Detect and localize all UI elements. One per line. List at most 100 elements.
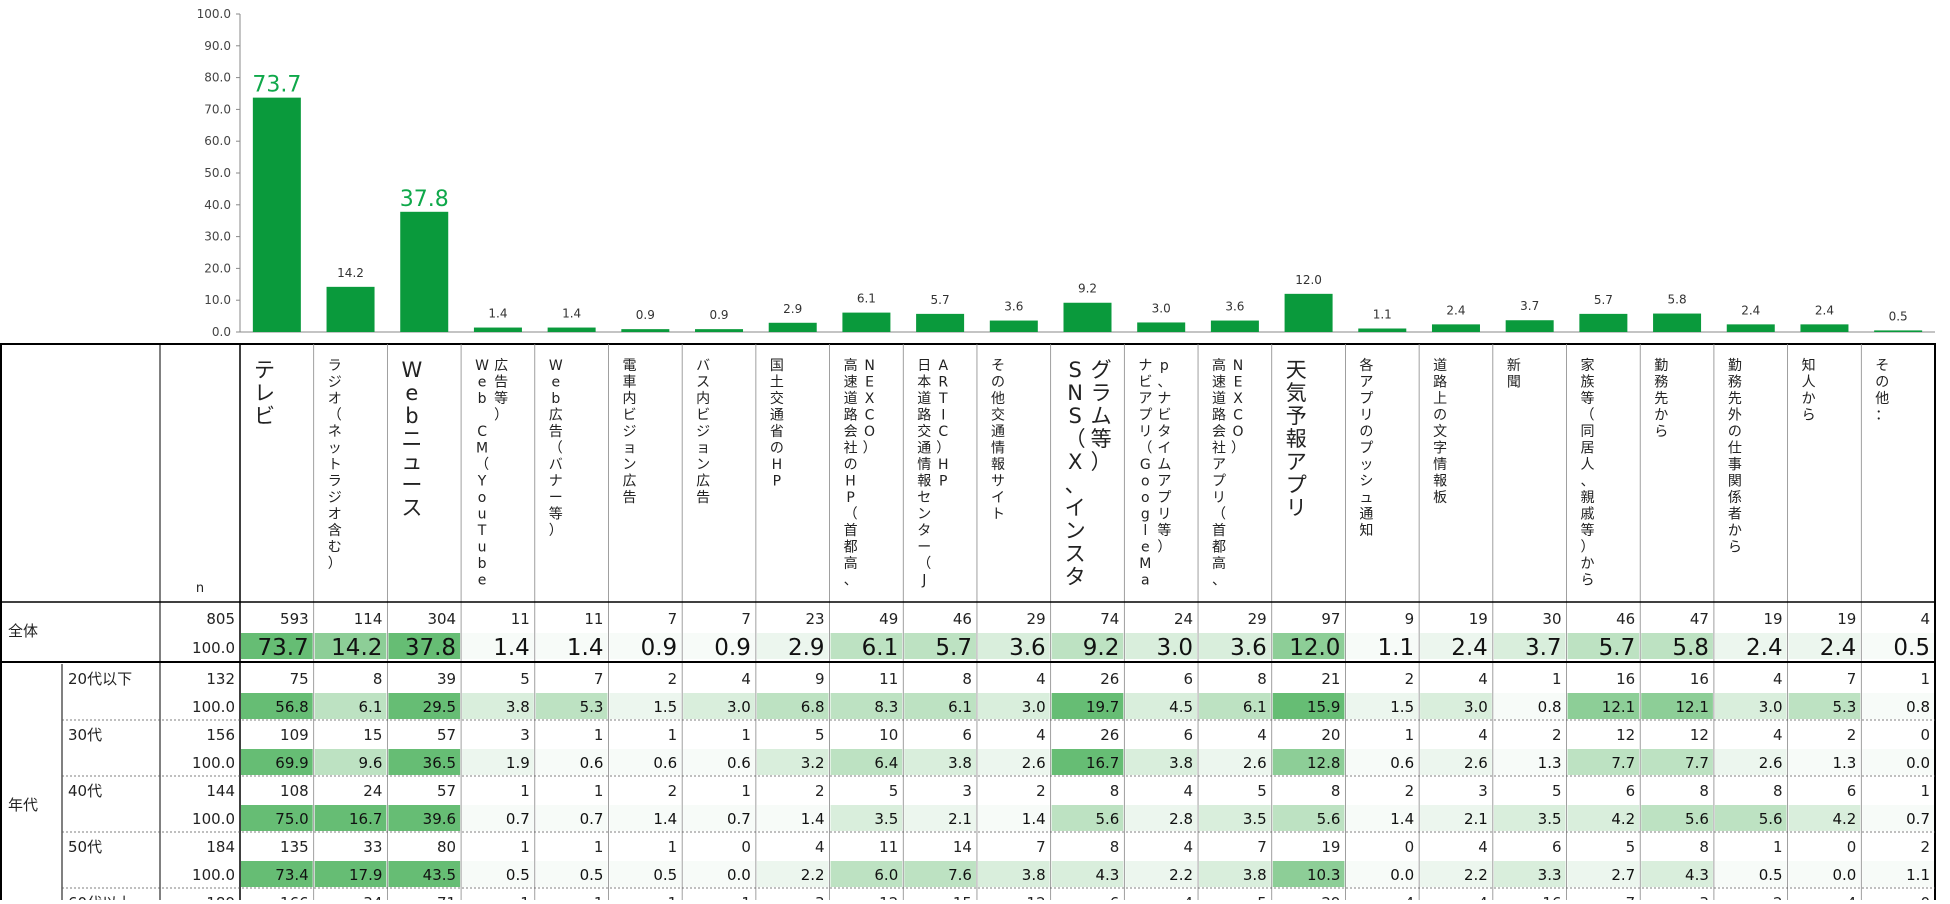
pct-cell: 0.5 — [506, 866, 530, 884]
heat-cell — [756, 805, 829, 831]
pct-base: 100.0 — [192, 639, 235, 657]
heat-cell — [241, 805, 313, 831]
count-cell: 108 — [280, 782, 309, 800]
count-cell: 4 — [1920, 610, 1930, 628]
column-header-label: 天気予報アプリ — [1286, 358, 1307, 520]
count-cell: 24 — [1174, 610, 1193, 628]
heat-cell — [1714, 805, 1787, 831]
count-cell: 3 — [520, 726, 530, 744]
heat-cell — [1199, 805, 1271, 831]
bar — [916, 313, 965, 332]
heat-cell — [1272, 749, 1345, 775]
count-cell: 6 — [1183, 670, 1193, 688]
heat-cell — [1567, 693, 1640, 719]
count-cell: 20 — [1321, 726, 1340, 744]
heat-cell — [609, 805, 682, 831]
y-tick-label: 90.0 — [204, 39, 231, 53]
heat-cell — [1862, 693, 1934, 719]
heat-cell — [756, 693, 829, 719]
count-cell: 80 — [437, 838, 456, 856]
pct-cell: 14.2 — [331, 635, 382, 661]
pct-cell: 2.6 — [1243, 754, 1267, 772]
heat-cell — [1346, 693, 1419, 719]
count-cell: 4 — [1036, 726, 1046, 744]
bar — [989, 320, 1038, 332]
pct-cell: 0.8 — [1906, 698, 1930, 716]
pct-cell: 37.8 — [405, 635, 456, 661]
n-value: 184 — [206, 838, 235, 856]
count-cell: 2 — [1773, 894, 1783, 900]
data-label: 0.9 — [636, 308, 655, 322]
pct-cell: 3.0 — [1464, 698, 1488, 716]
pct-cell: 16.7 — [349, 810, 382, 828]
column-header-label: N E X C O） — [1231, 358, 1245, 457]
pct-cell: 1.4 — [493, 635, 530, 661]
count-cell: 47 — [1690, 610, 1709, 628]
n-value: 144 — [206, 782, 235, 800]
count-cell: 7 — [1626, 894, 1636, 900]
count-cell: 4 — [1405, 894, 1415, 900]
y-tick-label: 0.0 — [212, 325, 231, 339]
count-cell: 10 — [879, 726, 898, 744]
heat-cell — [1714, 633, 1787, 659]
count-cell: 4 — [1183, 782, 1193, 800]
data-label: 3.6 — [1004, 300, 1023, 314]
data-label: 12.0 — [1295, 273, 1322, 287]
count-cell: 2 — [1405, 782, 1415, 800]
heat-cell — [1199, 861, 1271, 887]
heat-cell — [1641, 749, 1713, 775]
column-header-label: ラジオ（ネットラジオ含む） — [328, 358, 342, 572]
heat-cell — [1788, 861, 1861, 887]
count-cell: 46 — [1616, 610, 1635, 628]
count-cell: 8 — [1699, 838, 1709, 856]
heat-cell — [756, 861, 829, 887]
heat-cell — [1420, 693, 1492, 719]
heat-cell — [683, 693, 755, 719]
count-cell: 11 — [879, 670, 898, 688]
pct-cell: 0.5 — [1759, 866, 1783, 884]
pct-cell: 4.2 — [1832, 810, 1856, 828]
pct-cell: 1.4 — [1390, 810, 1414, 828]
pct-cell: 5.6 — [1685, 810, 1709, 828]
pct-cell: 2.2 — [801, 866, 825, 884]
count-cell: 2 — [1552, 726, 1562, 744]
heat-cell — [1272, 693, 1345, 719]
bar — [1726, 324, 1775, 332]
pct-cell: 9.2 — [1083, 635, 1120, 661]
heat-cell — [977, 861, 1050, 887]
count-cell: 1 — [1920, 670, 1930, 688]
bar — [1431, 324, 1480, 332]
count-cell: 6 — [962, 726, 972, 744]
pct-cell: 0.6 — [653, 754, 677, 772]
heat-cell — [241, 749, 313, 775]
heat-cell — [1051, 861, 1124, 887]
heat-cell — [1420, 861, 1492, 887]
count-cell: 15 — [953, 894, 972, 900]
count-cell: 304 — [427, 610, 456, 628]
count-cell: 14 — [953, 838, 972, 856]
pct-cell: 16.7 — [1086, 754, 1119, 772]
column-header-label: N E X C O） — [863, 358, 877, 457]
count-cell: 8 — [1699, 782, 1709, 800]
pct-cell: 3.5 — [1538, 810, 1562, 828]
row-label: 30代 — [68, 726, 102, 744]
data-label: 2.9 — [783, 302, 802, 316]
bar — [768, 322, 817, 332]
data-label: 14.2 — [337, 266, 364, 280]
pct-cell: 3.5 — [1243, 810, 1267, 828]
heat-cell — [462, 861, 534, 887]
column-header-label: 新聞 — [1507, 358, 1521, 391]
n-header: n — [196, 581, 204, 596]
column-header-label: グラム等） — [1091, 358, 1112, 474]
heat-cell — [1862, 861, 1934, 887]
heat-cell — [241, 861, 313, 887]
pct-cell: 1.9 — [506, 754, 530, 772]
heat-cell — [1420, 749, 1492, 775]
heat-cell — [1567, 749, 1640, 775]
heat-cell — [1862, 749, 1934, 775]
pct-cell: 7.6 — [948, 866, 972, 884]
pct-cell: 0.8 — [1538, 698, 1562, 716]
pct-cell: 6.1 — [1243, 698, 1267, 716]
column-header-label: p 、ナビタイムアプリ等） — [1157, 358, 1171, 556]
bar — [1137, 322, 1186, 332]
